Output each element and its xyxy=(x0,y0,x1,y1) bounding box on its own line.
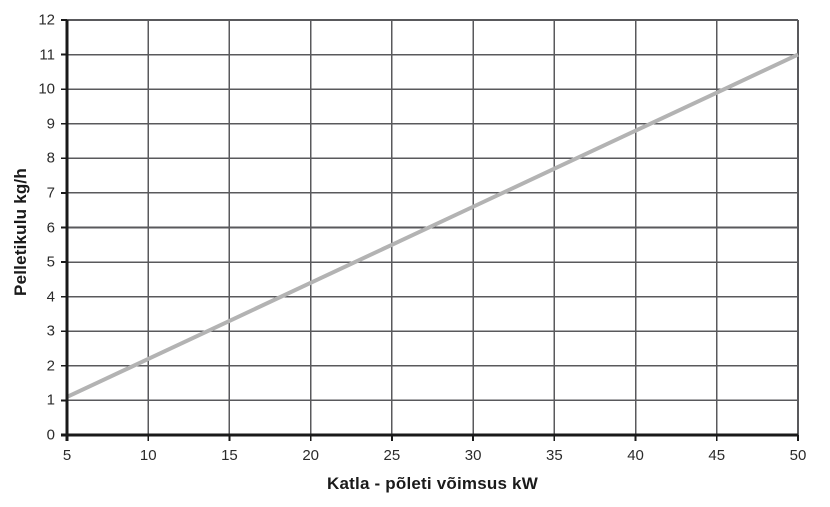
x-axis-tick-label: 30 xyxy=(464,447,482,464)
y-axis-tick-label: 4 xyxy=(46,288,55,306)
y-axis-tick-label: 2 xyxy=(46,357,55,375)
x-axis-tick-label: 20 xyxy=(302,447,319,464)
x-axis-tick-label: 40 xyxy=(627,447,644,464)
x-axis-ticks xyxy=(66,435,799,441)
x-axis-tick-label: 45 xyxy=(708,447,726,464)
x-axis-tick-label: 15 xyxy=(221,447,238,464)
horizontal-gridlines xyxy=(67,53,798,402)
vertical-gridlines xyxy=(147,20,718,435)
y-axis-tick-label: 6 xyxy=(46,219,55,236)
y-axis-tick-label: 9 xyxy=(46,115,55,133)
y-axis-tick-label: 11 xyxy=(39,46,55,64)
y-axis-ticks xyxy=(61,19,67,436)
y-axis-tick-label: 10 xyxy=(38,80,55,98)
y-axis-tick-label: 7 xyxy=(46,184,55,202)
x-axis-tick-label: 35 xyxy=(545,447,563,464)
x-axis-title: Katla - põleti võimsus kW xyxy=(327,474,538,493)
x-axis-tick-label: 10 xyxy=(139,447,157,464)
y-axis-tick-label: 3 xyxy=(46,322,55,340)
x-axis-tick-label: 25 xyxy=(383,447,401,464)
y-axis-tick-label: 0 xyxy=(46,426,55,444)
y-axis-tick-label: 8 xyxy=(46,149,55,167)
series-line-0 xyxy=(66,52,799,399)
x-axis-tick-label: 5 xyxy=(62,447,72,464)
y-axis-tick-label: 1 xyxy=(46,391,55,409)
x-axis-tick-label: 50 xyxy=(789,447,807,464)
y-axis-tick-label: 12 xyxy=(38,11,55,29)
y-axis-tick-label: 5 xyxy=(46,253,55,271)
